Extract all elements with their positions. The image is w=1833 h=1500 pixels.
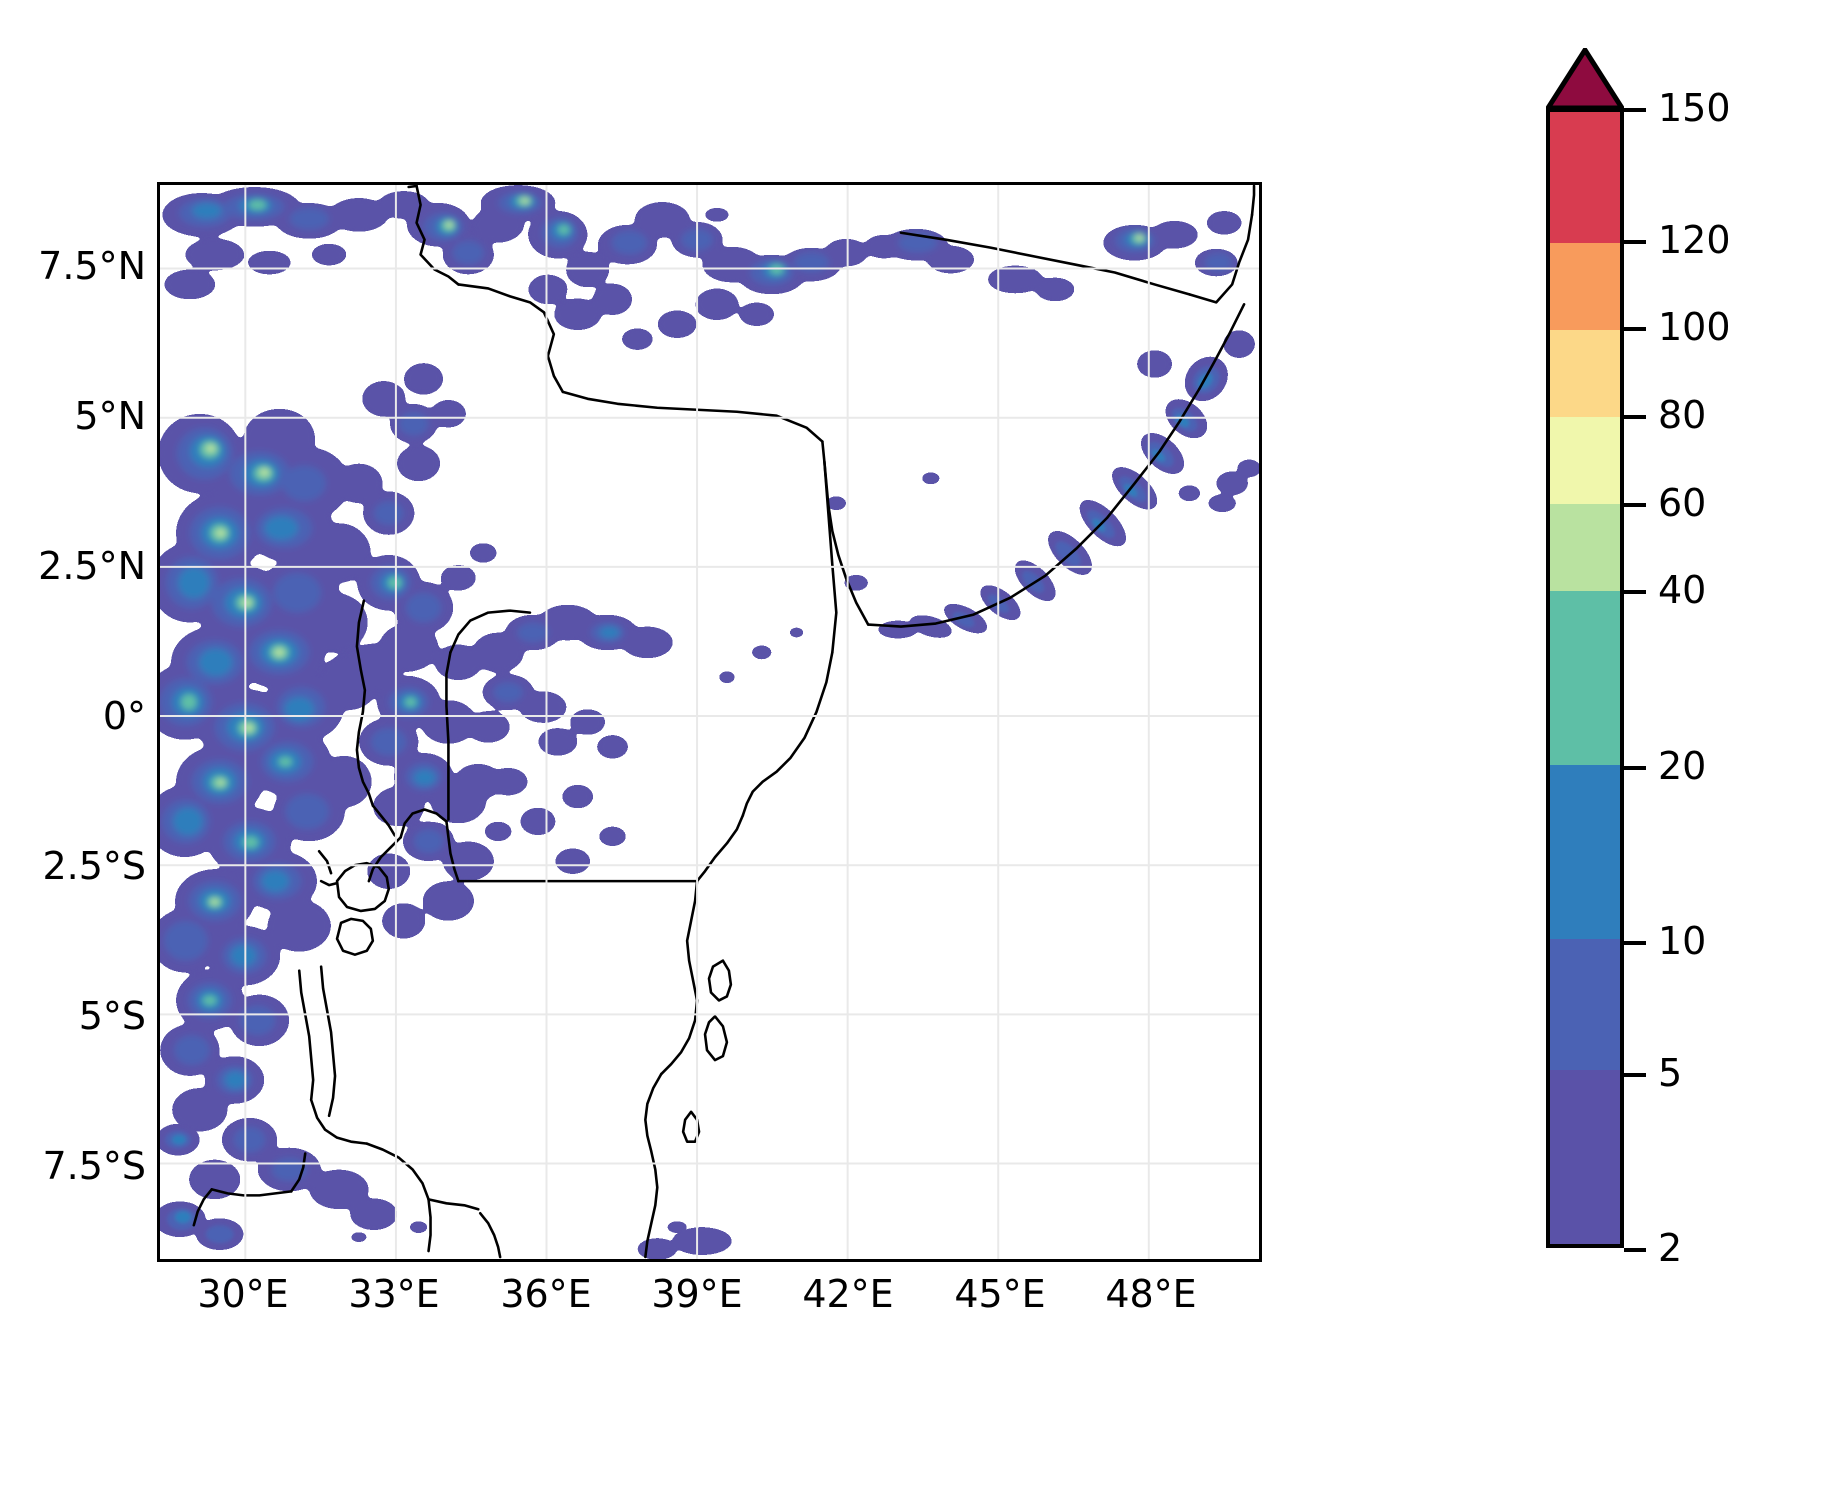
colorbar-tick-label: 80 [1658,393,1707,437]
x-tick-label: 45°E [954,1272,1046,1316]
colorbar-bands [1546,108,1624,1248]
colorbar-tick-label: 120 [1658,217,1731,262]
x-tick-label: 42°E [802,1272,894,1316]
colorbar-tick [1624,590,1646,595]
x-tick-label: 39°E [651,1272,743,1316]
y-tick-label: 0° [102,694,146,738]
colorbar-tick [1624,108,1646,112]
colorbar-tick-label: 2 [1658,1226,1683,1270]
colorbar-tick [1624,941,1646,946]
colorbar-tick [1624,502,1646,507]
map-plot-area [157,182,1262,1262]
colorbar-tick [1624,327,1646,332]
map-gridlines [160,185,1259,1259]
colorbar-tick-label: 150 [1658,86,1731,130]
x-tick-label: 36°E [500,1272,592,1316]
y-tick-label: 7.5°S [42,1144,146,1188]
y-tick-label: 2.5°N [38,544,146,588]
colorbar-tick [1624,1072,1646,1077]
colorbar-tick-label: 10 [1658,919,1707,964]
y-tick-label: 5°N [74,394,146,438]
colorbar: 150 120 100 80 60 40 20 10 5 2 [1546,48,1731,1270]
colorbar-extend-arrow [1546,48,1624,110]
y-axis-tick-labels: 7.5°N 5°N 2.5°N 0° 2.5°S 5°S 7.5°S [0,0,147,1500]
colorbar-tick [1624,415,1646,419]
y-tick-label: 2.5°S [42,844,146,888]
colorbar-tick-label: 60 [1658,480,1707,525]
colorbar-tick-label: 40 [1658,568,1707,613]
colorbar-tick [1624,239,1646,244]
colorbar-tick-label: 20 [1658,743,1707,788]
precipitation-field [160,185,1259,1259]
x-tick-label: 33°E [348,1272,440,1316]
y-tick-label: 7.5°N [38,244,146,288]
colorbar-tick [1624,1248,1646,1252]
y-tick-label: 5°S [78,994,146,1038]
colorbar-tick [1624,765,1646,770]
x-tick-label: 30°E [197,1272,289,1316]
x-tick-label: 48°E [1105,1272,1197,1316]
colorbar-tick-label: 5 [1658,1050,1683,1095]
colorbar-tick-label: 100 [1658,305,1731,350]
